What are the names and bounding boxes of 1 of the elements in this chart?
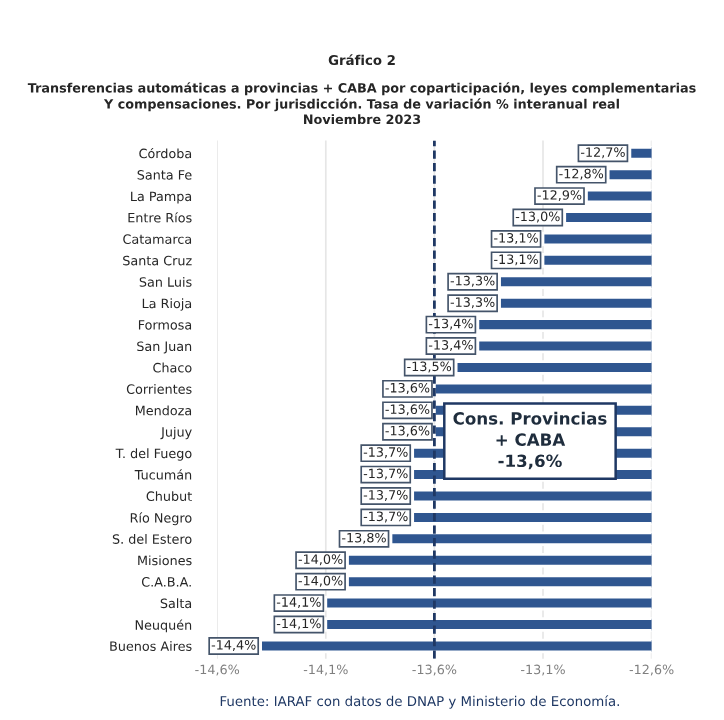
ref-line-label: Cons. Provincias + CABA -13,6%: [453, 411, 607, 470]
